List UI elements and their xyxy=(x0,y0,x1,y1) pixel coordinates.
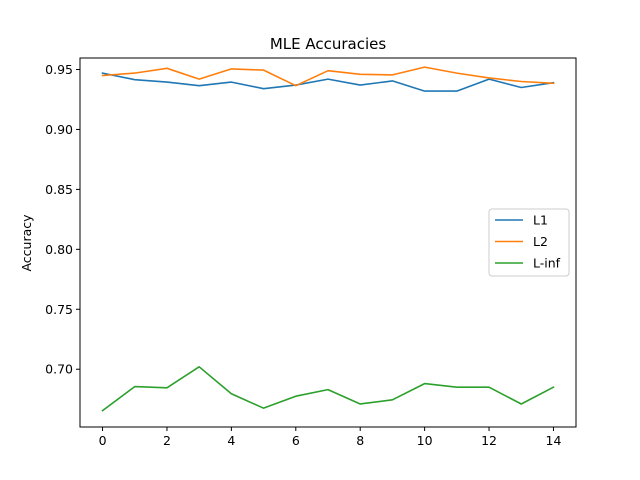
plot-frame xyxy=(79,57,577,428)
x-axis-ticks: 0 2 4 6 8 10 12 14 xyxy=(99,427,562,448)
x-tick-label: 8 xyxy=(356,433,364,448)
y-tick-label: 0.85 xyxy=(45,182,73,197)
x-tick-label: 4 xyxy=(227,433,235,448)
x-tick-label: 12 xyxy=(481,433,497,448)
x-tick-label: 14 xyxy=(546,433,562,448)
y-axis-ticks: 0.70 0.75 0.80 0.85 0.90 0.95 xyxy=(45,62,80,377)
legend-label-l-inf: L-inf xyxy=(533,256,561,271)
legend-box xyxy=(488,208,570,277)
y-tick-label: 0.75 xyxy=(45,302,73,317)
series-line-l-inf xyxy=(101,366,555,412)
y-axis-label: Accuracy xyxy=(19,214,34,272)
series-line-l1 xyxy=(101,72,555,92)
x-tick-label: 2 xyxy=(163,433,171,448)
legend-label-l1: L1 xyxy=(533,213,548,228)
y-tick-label: 0.80 xyxy=(45,242,73,257)
chart-title: MLE Accuracies xyxy=(270,35,387,53)
x-tick-label: 0 xyxy=(99,433,107,448)
plot-lines xyxy=(101,66,555,412)
x-tick-label: 10 xyxy=(417,433,433,448)
legend-label-l2: L2 xyxy=(533,234,548,249)
y-tick-label: 0.95 xyxy=(45,62,73,77)
series-line-l2 xyxy=(101,66,555,87)
y-tick-label: 0.90 xyxy=(45,122,73,137)
legend: L1 L2 L-inf xyxy=(488,208,570,277)
y-tick-label: 0.70 xyxy=(45,362,73,377)
x-tick-label: 6 xyxy=(292,433,300,448)
